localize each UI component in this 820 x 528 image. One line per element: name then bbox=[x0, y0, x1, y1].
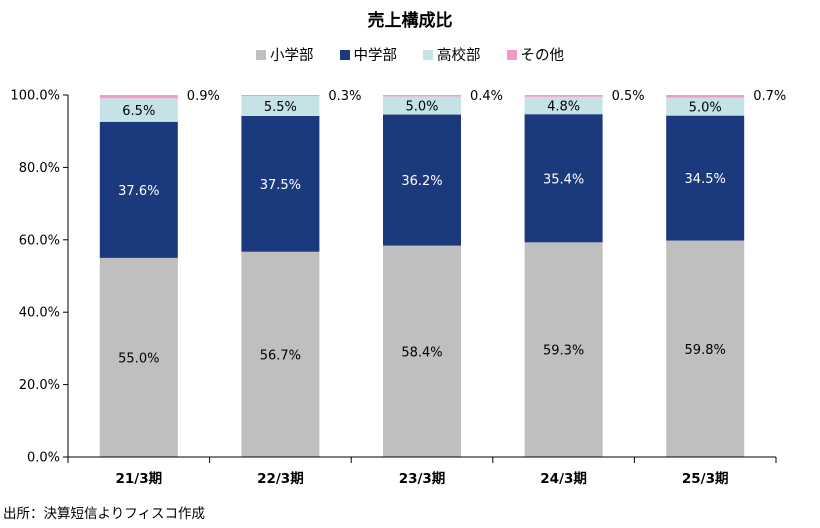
legend-item-elementary: 小学部 bbox=[256, 44, 314, 65]
legend-item-high-school: 高校部 bbox=[423, 44, 481, 65]
data-label: 0.9% bbox=[187, 89, 220, 104]
data-label: 59.8% bbox=[685, 343, 726, 358]
x-category-label: 24/3期 bbox=[540, 471, 587, 487]
source-note: 出所：決算短信よりフィスコ作成 bbox=[3, 506, 205, 522]
data-label: 0.3% bbox=[328, 89, 361, 104]
x-category-label: 23/3期 bbox=[399, 471, 446, 487]
legend-label-elementary: 小学部 bbox=[270, 48, 314, 64]
bar-segment-2 bbox=[99, 121, 178, 258]
bar-segment-2 bbox=[241, 115, 320, 252]
bar-segment-4 bbox=[666, 95, 745, 98]
data-label: 36.2% bbox=[401, 174, 442, 189]
legend-swatch-junior-high bbox=[339, 49, 350, 60]
data-label: 55.0% bbox=[118, 351, 159, 366]
data-label: 0.5% bbox=[612, 89, 645, 104]
bar-segment-2 bbox=[383, 114, 461, 246]
bar-segment-1 bbox=[383, 245, 461, 457]
bar-segment-3 bbox=[241, 96, 320, 116]
legend-item-other: その他 bbox=[506, 44, 565, 65]
data-label: 5.5% bbox=[264, 100, 297, 115]
y-tick-label: 0.0% bbox=[27, 451, 60, 466]
data-label: 37.6% bbox=[118, 184, 159, 199]
bar-segment-2 bbox=[666, 115, 745, 241]
legend: 小学部 中学部 高校部 その他 bbox=[0, 44, 820, 65]
data-label: 5.0% bbox=[405, 99, 438, 114]
legend-item-junior-high: 中学部 bbox=[339, 44, 398, 65]
bar-segment-1 bbox=[241, 251, 320, 457]
data-label: 35.4% bbox=[543, 172, 584, 187]
legend-label-junior-high: 中学部 bbox=[353, 48, 398, 64]
data-label: 56.7% bbox=[260, 348, 301, 363]
x-category-label: 22/3期 bbox=[257, 471, 304, 487]
data-label: 6.5% bbox=[122, 104, 155, 119]
bar-segment-1 bbox=[99, 257, 178, 457]
bar-segment-4 bbox=[99, 95, 178, 99]
legend-swatch-high-school bbox=[423, 49, 433, 60]
data-label: 4.8% bbox=[547, 99, 580, 114]
bar-segment-1 bbox=[666, 240, 745, 457]
legend-label-other: その他 bbox=[520, 48, 565, 64]
data-label: 59.3% bbox=[543, 344, 584, 359]
bar-segment-4 bbox=[524, 95, 603, 97]
bar-segment-3 bbox=[383, 96, 461, 115]
y-tick-label: 40.0% bbox=[19, 306, 60, 321]
bar-segment-4 bbox=[383, 95, 461, 97]
legend-swatch-elementary bbox=[256, 49, 266, 60]
data-label: 0.4% bbox=[470, 89, 503, 104]
legend-label-high-school: 高校部 bbox=[437, 48, 481, 64]
data-label: 0.7% bbox=[753, 89, 786, 104]
x-category-label: 25/3期 bbox=[682, 471, 729, 487]
y-tick-label: 100.0% bbox=[10, 89, 60, 104]
chart-title: 売上構成比 bbox=[367, 11, 453, 31]
y-tick-label: 20.0% bbox=[19, 378, 60, 393]
data-label: 37.5% bbox=[260, 178, 301, 193]
bar-segment-2 bbox=[524, 114, 603, 243]
legend-swatch-other bbox=[506, 49, 517, 60]
bar-segment-4 bbox=[241, 95, 320, 97]
data-label: 5.0% bbox=[689, 101, 722, 116]
x-category-label: 21/3期 bbox=[115, 471, 162, 487]
bar-segment-1 bbox=[524, 242, 603, 457]
bar-segment-3 bbox=[99, 98, 178, 122]
data-label: 58.4% bbox=[401, 345, 442, 360]
bar-segment-3 bbox=[666, 97, 745, 116]
data-label: 34.5% bbox=[685, 172, 726, 187]
bar-segment-3 bbox=[524, 96, 603, 115]
y-tick-label: 60.0% bbox=[19, 233, 60, 248]
y-tick-label: 80.0% bbox=[19, 161, 60, 176]
